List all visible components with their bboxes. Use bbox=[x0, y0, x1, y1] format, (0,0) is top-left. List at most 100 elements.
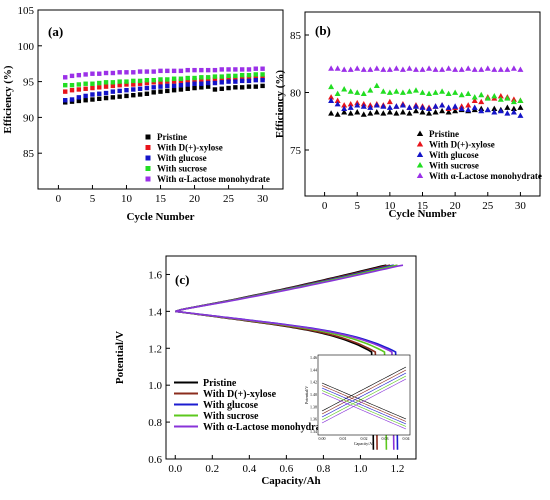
data-point bbox=[497, 96, 504, 102]
x-tick-label: 1.2 bbox=[391, 463, 405, 475]
data-point bbox=[219, 77, 224, 82]
data-point bbox=[137, 69, 143, 74]
data-point bbox=[76, 95, 82, 100]
x-tick-label: 0.4 bbox=[242, 463, 256, 475]
data-point bbox=[517, 112, 524, 118]
data-point bbox=[103, 80, 109, 85]
data-point bbox=[76, 98, 82, 104]
data-point bbox=[165, 68, 170, 74]
legend-marker bbox=[416, 151, 424, 157]
data-point bbox=[393, 110, 400, 116]
data-point bbox=[76, 82, 82, 87]
data-point bbox=[478, 107, 485, 114]
data-point bbox=[199, 67, 204, 73]
data-point bbox=[165, 88, 170, 94]
inset-y-tick-label: 1.44 bbox=[310, 367, 317, 372]
data-point bbox=[367, 66, 374, 72]
data-point bbox=[103, 95, 109, 101]
data-point bbox=[328, 83, 335, 90]
data-point bbox=[97, 85, 102, 90]
data-point bbox=[144, 69, 150, 74]
data-point bbox=[406, 88, 413, 94]
legend-label: Pristine bbox=[203, 378, 237, 389]
data-point bbox=[399, 89, 406, 95]
data-point bbox=[452, 66, 459, 72]
data-point bbox=[497, 66, 504, 72]
data-point bbox=[354, 89, 361, 95]
x-tick-label: 5 bbox=[354, 200, 360, 212]
data-point bbox=[124, 93, 129, 99]
data-point bbox=[465, 90, 472, 97]
data-point bbox=[354, 109, 361, 115]
data-point bbox=[497, 92, 504, 99]
inset-y-axis-label: Potential/V bbox=[304, 386, 309, 404]
y-tick-label: 80 bbox=[290, 88, 302, 100]
data-point bbox=[151, 69, 156, 74]
data-point bbox=[90, 81, 95, 86]
chart-panel-0: 0 5 10 15 20 25 30 85 90 95 100 105 Cycle Number Effi… bbox=[2, 5, 284, 223]
x-tick-label: 5 bbox=[90, 193, 96, 205]
data-point bbox=[171, 68, 177, 74]
inset-y-tick-label: 1.40 bbox=[310, 392, 317, 397]
x-tick-label: 10 bbox=[121, 193, 133, 205]
data-point bbox=[386, 104, 393, 110]
data-point bbox=[131, 70, 136, 75]
data-point bbox=[452, 107, 459, 114]
data-point bbox=[373, 102, 380, 108]
x-tick-label: 15 bbox=[417, 200, 429, 212]
data-point bbox=[192, 85, 197, 91]
data-point bbox=[484, 106, 491, 113]
data-point bbox=[253, 72, 258, 77]
data-point bbox=[426, 65, 433, 71]
data-point bbox=[158, 68, 163, 74]
data-point bbox=[347, 110, 354, 116]
data-point bbox=[412, 107, 419, 114]
data-point bbox=[465, 106, 472, 113]
legend-label: Pristine bbox=[429, 129, 459, 139]
data-point bbox=[341, 105, 348, 111]
data-point bbox=[171, 79, 177, 84]
y-tick-label: 105 bbox=[18, 5, 35, 17]
legend-label: With D(+)-xylose bbox=[203, 389, 277, 400]
data-point bbox=[205, 80, 211, 86]
inset-x-tick-label: 0.01 bbox=[340, 436, 347, 441]
y-tick-label: 100 bbox=[18, 41, 35, 53]
legend-label: With α-Lactose monohydrate bbox=[429, 171, 542, 181]
data-point bbox=[452, 103, 459, 109]
data-point bbox=[158, 80, 163, 85]
data-point bbox=[131, 93, 136, 98]
data-point bbox=[83, 81, 88, 86]
data-point bbox=[334, 65, 341, 71]
data-point bbox=[328, 94, 335, 100]
data-point bbox=[334, 111, 341, 117]
discharge-curve bbox=[175, 310, 395, 450]
data-point bbox=[144, 85, 150, 91]
data-point bbox=[76, 87, 82, 92]
y-tick-label: 1.4 bbox=[148, 306, 162, 318]
legend-label: Pristine bbox=[157, 132, 187, 142]
data-point bbox=[90, 85, 95, 91]
x-tick-label: 10 bbox=[384, 200, 396, 212]
data-point bbox=[347, 101, 354, 107]
data-point bbox=[137, 78, 143, 84]
inset-x-axis-label: Capacity/Ah bbox=[354, 441, 374, 446]
inset-x-tick-label: 0.03 bbox=[382, 436, 389, 441]
data-point bbox=[517, 104, 524, 110]
data-point bbox=[432, 66, 439, 72]
inset-y-tick-label: 1.38 bbox=[310, 404, 317, 409]
data-point bbox=[471, 97, 478, 103]
data-point bbox=[199, 77, 204, 83]
inset-y-tick-label: 1.46 bbox=[310, 355, 317, 360]
inset-charge-curve bbox=[321, 372, 407, 418]
data-point bbox=[439, 102, 446, 108]
data-point bbox=[491, 92, 498, 99]
data-point bbox=[110, 70, 116, 76]
data-point bbox=[151, 90, 156, 95]
y-tick-label: 0.6 bbox=[148, 454, 162, 466]
data-point bbox=[386, 66, 393, 72]
data-point bbox=[219, 80, 224, 85]
x-tick-label: 0 bbox=[56, 193, 62, 205]
data-point bbox=[426, 105, 433, 111]
data-point bbox=[97, 71, 102, 76]
legend-marker bbox=[416, 141, 424, 147]
